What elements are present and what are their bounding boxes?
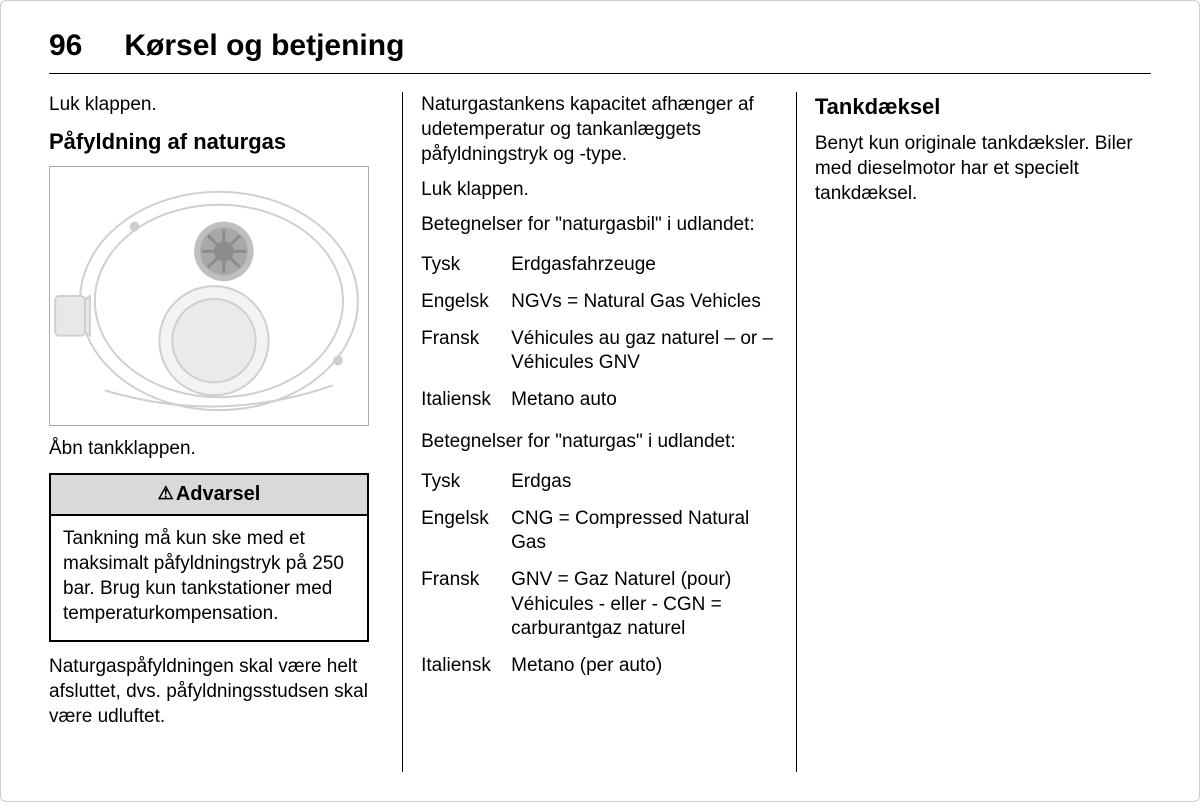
- table-row: FranskGNV = Gaz Naturel (pour) Véhicules…: [421, 562, 778, 648]
- warning-icon: ⚠: [158, 483, 174, 503]
- table-row: FranskVéhicules au gaz naturel – or – Vé…: [421, 321, 778, 382]
- term-value: CNG = Compressed Natural Gas: [511, 501, 778, 562]
- term-value: GNV = Gaz Naturel (pour) Véhicules - ell…: [511, 562, 778, 648]
- term-lang: Fransk: [421, 321, 511, 382]
- page-number: 96: [49, 29, 82, 63]
- column-3: Tankdæksel Benyt kun originale tankdæksl…: [797, 92, 1151, 772]
- column-1: Luk klappen. Påfyldning af naturgas: [49, 92, 403, 772]
- table-row: ItalienskMetano auto: [421, 382, 778, 419]
- col3-heading: Tankdæksel: [815, 92, 1151, 121]
- table-row: EngelskNGVs = Natural Gas Vehicles: [421, 284, 778, 321]
- table-row: ItalienskMetano (per auto): [421, 648, 778, 685]
- section-title: Kørsel og betjening: [124, 29, 404, 63]
- term-lang: Fransk: [421, 562, 511, 648]
- col2-p4: Betegnelser for "naturgas" i udlandet:: [421, 429, 778, 454]
- term-lang: Tysk: [421, 464, 511, 501]
- col1-p2: Åbn tankklappen.: [49, 436, 384, 461]
- term-value: Metano (per auto): [511, 648, 778, 685]
- table-row: TyskErdgasfahrzeuge: [421, 247, 778, 284]
- fuel-flap-illustration: [49, 166, 369, 426]
- col2-p2: Luk klappen.: [421, 177, 778, 202]
- warning-box: ⚠Advarsel Tankning må kun ske med et mak…: [49, 473, 369, 642]
- term-value: Véhicules au gaz naturel – or – Véhicule…: [511, 321, 778, 382]
- col1-p1: Luk klappen.: [49, 92, 384, 117]
- term-value: Erdgas: [511, 464, 778, 501]
- term-lang: Italiensk: [421, 648, 511, 685]
- col1-p3: Naturgaspåfyldningen skal være helt afsl…: [49, 654, 384, 729]
- col2-p1: Naturgastankens kapacitet afhænger af ud…: [421, 92, 778, 167]
- columns: Luk klappen. Påfyldning af naturgas: [49, 92, 1151, 772]
- warning-body: Tankning må kun ske med et maksimalt påf…: [51, 516, 367, 640]
- term-lang: Engelsk: [421, 501, 511, 562]
- table-row: EngelskCNG = Compressed Natural Gas: [421, 501, 778, 562]
- col2-p3: Betegnelser for "naturgasbil" i udlandet…: [421, 212, 778, 237]
- col1-heading: Påfyldning af naturgas: [49, 127, 384, 156]
- term-lang: Engelsk: [421, 284, 511, 321]
- term-value: Metano auto: [511, 382, 778, 419]
- page-header: 96 Kørsel og betjening: [49, 29, 1151, 74]
- column-2: Naturgastankens kapacitet afhænger af ud…: [403, 92, 797, 772]
- term-value: NGVs = Natural Gas Vehicles: [511, 284, 778, 321]
- gas-terms-table: TyskErdgas EngelskCNG = Compressed Natur…: [421, 464, 778, 685]
- table-row: TyskErdgas: [421, 464, 778, 501]
- term-value: Erdgasfahrzeuge: [511, 247, 778, 284]
- warning-heading: ⚠Advarsel: [51, 475, 367, 515]
- term-lang: Tysk: [421, 247, 511, 284]
- manual-page: 96 Kørsel og betjening Luk klappen. Påfy…: [0, 0, 1200, 802]
- col3-p1: Benyt kun originale tankdæksler. Biler m…: [815, 131, 1151, 206]
- warning-title: Advarsel: [176, 483, 261, 505]
- term-lang: Italiensk: [421, 382, 511, 419]
- vehicle-terms-table: TyskErdgasfahrzeuge EngelskNGVs = Natura…: [421, 247, 778, 418]
